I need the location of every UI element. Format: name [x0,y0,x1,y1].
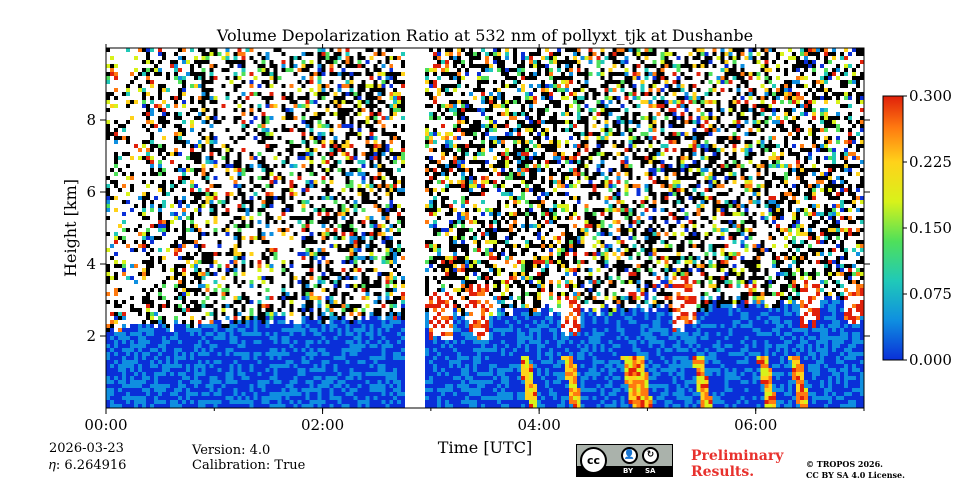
x-tick-label: 06:00 [734,416,777,434]
colorbar [882,95,904,361]
cc-by-label: BY [623,467,634,475]
y-tick-label: 2 [86,327,96,345]
y-tick-label: 6 [86,183,96,201]
preliminary-line-1: Preliminary [691,448,784,464]
cc-by-sa-badge: cc 👤 ↻ BY SA [576,444,673,477]
preliminary-results-note: Preliminary Results. [691,448,783,480]
license-line-1: © TROPOS 2026. [806,459,883,469]
calibration-text: Calibration: True [192,458,306,473]
y-tick-label: 4 [86,255,96,273]
colorbar-tick-label: 0.000 [909,351,952,369]
y-tick-label: 8 [86,111,96,129]
cc-icon: cc [580,447,607,474]
y-axis-label: Height [km] [61,179,80,277]
heatmap-plot-area [106,48,864,408]
x-tick-label: 02:00 [301,416,344,434]
x-axis: 00:00 02:00 04:00 06:00 [84,44,865,434]
date-text: 2026-03-23 [49,441,124,456]
plot-frame [105,47,865,409]
x-tick-label: 04:00 [518,416,561,434]
colorbar-tick-label: 0.150 [909,219,952,237]
x-axis-label: Time [UTC] [438,438,532,457]
cc-sa-label: SA [645,467,656,475]
colorbar-ticks: 0.000 0.075 0.150 0.225 0.300 [903,87,952,369]
eta-text: 𝜂: 6.264916 [49,458,127,473]
license-line-2: CC BY SA 4.0 License. [806,470,905,480]
heatmap-raster [106,48,864,408]
by-person-icon: 👤 [621,447,638,464]
chart-title: Volume Depolarization Ratio at 532 nm of… [216,26,753,45]
colorbar-tick-label: 0.075 [909,285,952,303]
license-note: © TROPOS 2026. CC BY SA 4.0 License. [806,459,905,481]
x-tick-label: 00:00 [84,416,127,434]
y-axis: 2 4 6 8 [86,111,870,345]
version-text: Version: 4.0 [192,443,271,458]
sa-share-icon: ↻ [642,447,659,464]
colorbar-tick-label: 0.300 [909,87,952,105]
preliminary-line-2: Results. [691,464,755,480]
colorbar-tick-label: 0.225 [909,153,952,171]
